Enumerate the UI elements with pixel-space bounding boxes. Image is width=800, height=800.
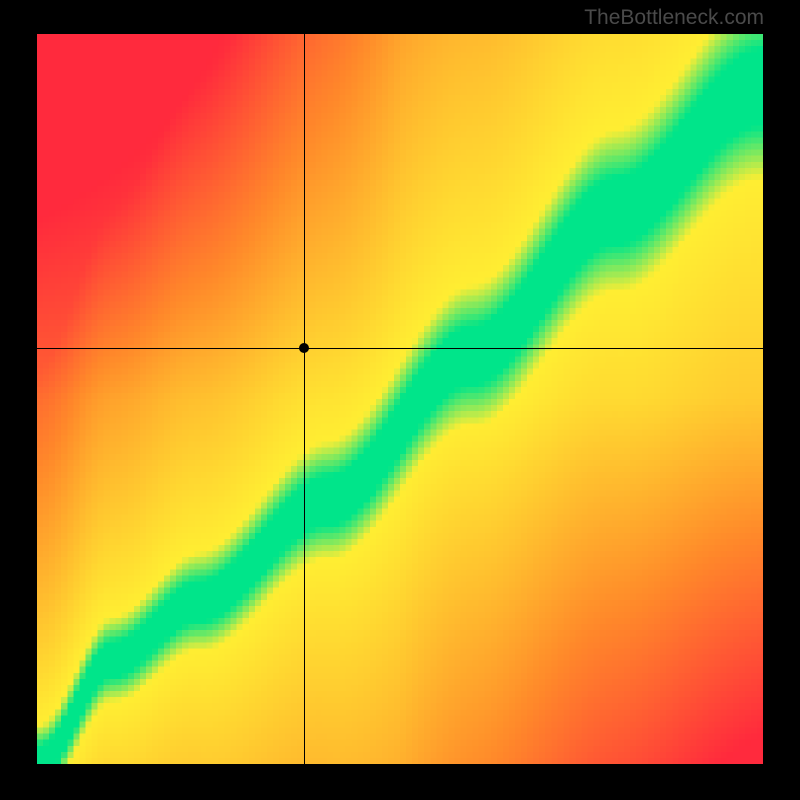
watermark-text: TheBottleneck.com bbox=[584, 6, 764, 30]
data-point-marker bbox=[299, 343, 309, 353]
crosshair-horizontal bbox=[37, 348, 763, 349]
chart-container: { "watermark": { "text": "TheBottleneck.… bbox=[0, 0, 800, 800]
heatmap-plot bbox=[37, 34, 763, 764]
crosshair-vertical bbox=[304, 34, 305, 764]
heatmap-canvas bbox=[37, 34, 763, 764]
